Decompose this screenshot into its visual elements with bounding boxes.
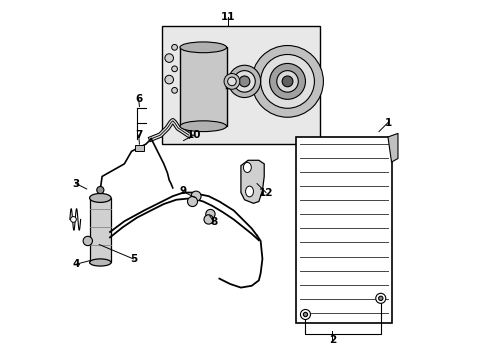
Text: 4: 4	[72, 259, 80, 269]
Text: 5: 5	[129, 254, 137, 264]
Circle shape	[269, 63, 305, 99]
Circle shape	[70, 217, 76, 222]
Circle shape	[164, 54, 173, 62]
Ellipse shape	[180, 121, 226, 132]
Ellipse shape	[180, 42, 226, 53]
Circle shape	[224, 73, 239, 89]
Circle shape	[303, 312, 307, 317]
Circle shape	[171, 66, 177, 72]
Ellipse shape	[243, 162, 251, 172]
Circle shape	[233, 71, 255, 92]
Circle shape	[227, 77, 236, 86]
Text: 8: 8	[210, 217, 217, 227]
Text: 7: 7	[135, 130, 142, 140]
Ellipse shape	[89, 193, 111, 202]
Bar	[89, 198, 111, 262]
Circle shape	[251, 45, 323, 117]
Circle shape	[375, 293, 385, 303]
Text: 12: 12	[258, 188, 273, 198]
Text: 1: 1	[384, 118, 391, 128]
Bar	[296, 137, 391, 323]
Text: 2: 2	[328, 334, 335, 345]
Circle shape	[300, 310, 310, 319]
Circle shape	[276, 71, 298, 92]
Circle shape	[164, 75, 173, 84]
Circle shape	[282, 76, 292, 87]
Text: 10: 10	[186, 130, 201, 140]
Bar	[135, 145, 144, 150]
Circle shape	[97, 186, 104, 194]
Circle shape	[378, 296, 382, 301]
Circle shape	[171, 44, 177, 50]
Ellipse shape	[89, 259, 111, 266]
Text: 11: 11	[221, 12, 235, 22]
Bar	[162, 26, 319, 144]
Circle shape	[228, 65, 260, 98]
Polygon shape	[241, 160, 264, 203]
Circle shape	[191, 191, 201, 201]
Circle shape	[205, 210, 215, 219]
Ellipse shape	[245, 186, 253, 197]
Polygon shape	[387, 134, 397, 162]
Circle shape	[260, 54, 314, 108]
Bar	[180, 47, 226, 126]
Circle shape	[171, 87, 177, 93]
Circle shape	[83, 236, 92, 246]
Text: 6: 6	[135, 94, 142, 104]
Circle shape	[187, 197, 197, 207]
Text: 3: 3	[72, 179, 80, 189]
Circle shape	[203, 215, 213, 224]
Circle shape	[239, 76, 249, 87]
Text: 9: 9	[179, 186, 186, 197]
